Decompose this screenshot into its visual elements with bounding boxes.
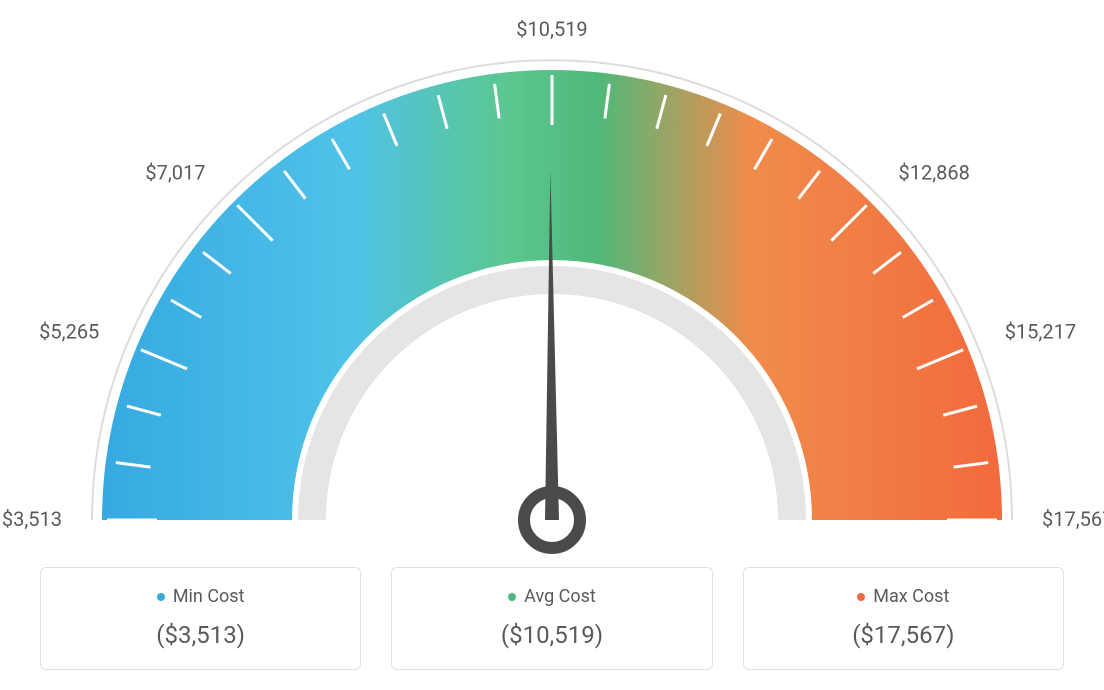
min-cost-card: Min Cost ($3,513) [40,567,361,670]
gauge-tick-label: $15,217 [1005,319,1076,343]
min-dot-icon [157,593,165,601]
gauge-tick-label: $7,017 [145,161,205,185]
min-cost-label: Min Cost [173,586,245,607]
max-cost-title: Max Cost [764,586,1043,607]
max-dot-icon [857,593,865,601]
gauge-chart-container: $3,513 $5,265 $7,017 $10,519 $12,868 $15,217 $… [0,0,1104,690]
summary-row: Min Cost ($3,513) Avg Cost ($10,519) Max… [40,567,1064,670]
gauge-tick-label: $10,519 [516,20,587,41]
gauge-tick-label: $3,513 [2,507,62,531]
avg-dot-icon [508,593,516,601]
gauge-tick-label: $17,567 [1042,507,1104,531]
max-cost-card: Max Cost ($17,567) [743,567,1064,670]
avg-cost-card: Avg Cost ($10,519) [391,567,712,670]
avg-cost-value: ($10,519) [412,621,691,649]
avg-cost-title: Avg Cost [412,586,691,607]
max-cost-label: Max Cost [873,586,949,607]
avg-cost-label: Avg Cost [524,586,596,607]
min-cost-title: Min Cost [61,586,340,607]
gauge-area: $3,513 $5,265 $7,017 $10,519 $12,868 $15,217 $… [0,20,1104,560]
gauge-svg: $3,513 $5,265 $7,017 $10,519 $12,868 $15,217 $… [0,20,1104,560]
min-cost-value: ($3,513) [61,621,340,649]
gauge-tick-label: $12,868 [898,161,969,185]
max-cost-value: ($17,567) [764,621,1043,649]
gauge-tick-label: $5,265 [39,319,99,343]
